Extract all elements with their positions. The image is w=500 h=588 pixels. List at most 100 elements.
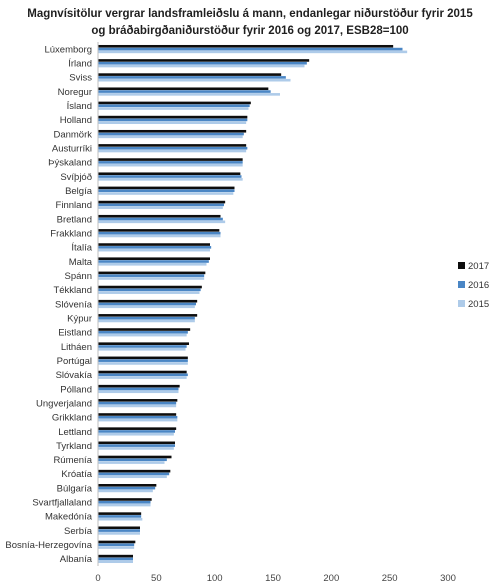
bar-2017	[98, 229, 220, 232]
category-label: Serbía	[64, 526, 93, 537]
legend-label-2015: 2015	[468, 299, 489, 310]
bar-2016	[98, 217, 223, 221]
bar-2015	[98, 192, 234, 195]
category-label: Ísland	[67, 101, 92, 112]
bar-2015	[98, 333, 187, 337]
bar-2015	[98, 489, 153, 493]
category-label: Slóvakía	[56, 370, 93, 381]
bar-2017	[98, 498, 152, 501]
bar-2016	[98, 458, 167, 462]
bar-2015	[98, 277, 205, 280]
category-label: Tyrkland	[56, 441, 92, 452]
bar-2016	[98, 316, 195, 320]
category-label: Belgía	[65, 186, 93, 197]
bar-2015	[98, 64, 305, 68]
bar-2016	[98, 500, 151, 504]
category-label: Svíþjóð	[60, 172, 92, 183]
x-axis: 0 50 100 150 200 250 300	[95, 42, 456, 584]
bar-2016	[98, 359, 188, 362]
bar-2016	[98, 345, 187, 348]
bar-2017	[98, 441, 175, 445]
bar-2015	[98, 546, 135, 549]
bar-2015	[98, 107, 249, 110]
bar-2016	[98, 231, 221, 235]
category-label: Eistland	[58, 328, 92, 339]
bar-2017	[98, 158, 243, 161]
category-label: Danmörk	[53, 129, 92, 140]
bar-2016	[98, 515, 142, 518]
bar-2017	[98, 243, 210, 246]
category-label: Noregur	[58, 87, 92, 98]
category-label: Bosnía-Herzegovína	[5, 540, 92, 551]
bar-2017	[98, 172, 241, 176]
bar-2015	[98, 78, 291, 82]
bar-2017	[98, 87, 269, 91]
bar-2015	[98, 248, 210, 252]
bar-2017	[98, 257, 210, 261]
category-label: Grikkland	[52, 413, 92, 424]
bar-2017	[98, 484, 157, 487]
x-tick-label: 0	[95, 573, 100, 584]
bar-2016	[98, 430, 175, 433]
bar-2017	[98, 413, 177, 416]
bar-2017	[98, 427, 177, 430]
bar-2016	[98, 529, 140, 532]
bar-2015	[98, 220, 226, 224]
bar-2015	[98, 503, 151, 507]
bar-2015	[98, 362, 188, 365]
bar-2015	[98, 50, 408, 54]
bar-2017	[98, 384, 180, 388]
bar-2016	[98, 90, 271, 93]
bar-2015	[98, 319, 195, 323]
bar-2015	[98, 475, 167, 479]
bar-2016	[98, 260, 209, 263]
bar-2016	[98, 76, 286, 79]
category-label: Portúgal	[57, 356, 92, 367]
bar-2016	[98, 401, 177, 405]
category-label: Svartfjallaland	[32, 498, 92, 509]
legend-swatch-2017	[458, 262, 465, 269]
category-label: Frakkland	[50, 228, 92, 239]
bar-2016	[98, 274, 205, 277]
legend-swatch-2016	[458, 281, 465, 288]
bar-2016	[98, 203, 224, 207]
x-tick-label: 150	[265, 573, 281, 584]
bar-2016	[98, 331, 188, 334]
bar-2016	[98, 246, 212, 249]
chart-title-line-2: og bráðabirgðaniðurstöður fyrir 2016 og …	[91, 25, 409, 37]
legend-swatch-2015	[458, 300, 465, 307]
bar-2016	[98, 288, 201, 292]
bar-2016	[98, 557, 133, 561]
bar-2016	[98, 61, 307, 65]
bar-2017	[98, 144, 247, 147]
bar-2017	[98, 299, 198, 303]
bar-2016	[98, 543, 135, 547]
bar-2015	[98, 163, 243, 167]
bar-2017	[98, 314, 198, 317]
bar-2017	[98, 129, 247, 133]
bar-2016	[98, 161, 243, 164]
category-label: Tékkland	[53, 285, 92, 296]
legend-label-2016: 2016	[468, 280, 489, 291]
bar-2017	[98, 200, 226, 204]
bar-2016	[98, 132, 244, 136]
bar-2015	[98, 206, 223, 209]
bar-2016	[98, 387, 179, 391]
bar-2016	[98, 104, 250, 108]
chart-title-line-1: Magnvísitölur vergrar landsframleiðslu á…	[27, 8, 473, 20]
bar-2017	[98, 271, 206, 275]
bar-2017	[98, 469, 171, 473]
bar-2015	[98, 418, 178, 422]
bar-2015	[98, 291, 200, 294]
bar-2016	[98, 472, 170, 476]
bar-2017	[98, 455, 172, 459]
bar-2015	[98, 376, 187, 379]
x-tick-label: 100	[207, 573, 223, 584]
category-label: Ítalía	[71, 243, 92, 254]
category-label: Holland	[60, 115, 92, 126]
category-label: Króatía	[61, 469, 92, 480]
bar-2017	[98, 59, 310, 62]
category-labels: Lúxemborg Írland Sviss Noregur Ísland Holland…	[5, 44, 92, 565]
category-label: Malta	[69, 257, 93, 268]
